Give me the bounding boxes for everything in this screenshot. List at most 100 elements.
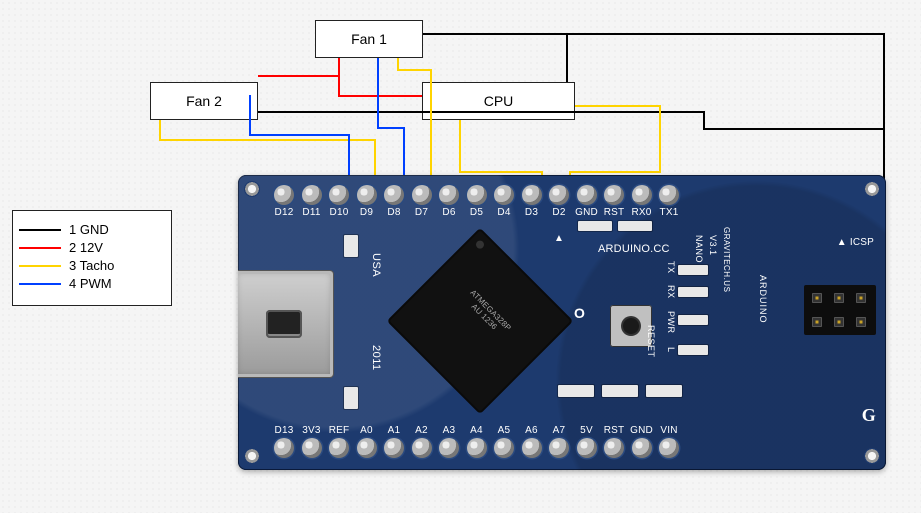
chip-marking: ATMEGA328PAU 1236: [461, 288, 513, 340]
silk-gravitech: GRAVITECH.US: [722, 227, 731, 292]
smd: [602, 385, 638, 397]
pin-label: D13: [275, 425, 294, 436]
pin-label: VIN: [660, 425, 677, 436]
pin-3v3: 3V3: [302, 438, 322, 458]
pin-d12: D12: [274, 185, 294, 205]
mcu-chip: ATMEGA328PAU 1236: [389, 230, 570, 411]
smd: [344, 387, 358, 409]
pin-label: GND: [575, 207, 598, 218]
silk-usa: USA: [370, 253, 382, 277]
silk-pwr: PWR: [666, 311, 676, 334]
pin-label: D8: [387, 207, 400, 218]
pin-d9: D9: [357, 185, 377, 205]
pin-label: GND: [630, 425, 653, 436]
pin-gnd: GND: [577, 185, 597, 205]
pin-label: RST: [604, 425, 625, 436]
pin-rst: RST: [604, 185, 624, 205]
legend-swatch: [19, 229, 61, 231]
silk-o-mark: O: [574, 305, 585, 321]
header-pin: [856, 293, 866, 303]
legend: 1 GND 2 12V 3 Tacho 4 PWM: [12, 210, 172, 306]
smd: [678, 265, 708, 275]
pin-a5: A5: [494, 438, 514, 458]
usb-mini-port: [238, 270, 334, 378]
pin-d5: D5: [467, 185, 487, 205]
legend-row: 2 12V: [19, 240, 159, 255]
smd: [646, 385, 682, 397]
smd: [578, 221, 612, 231]
pin-label: D10: [330, 207, 349, 218]
silk-arduino-v: ARDUINO: [758, 275, 768, 324]
mounting-hole: [244, 448, 260, 464]
pin-label: TX1: [660, 207, 679, 218]
wire-v12-fan1b: [339, 58, 422, 96]
header-pin: [834, 293, 844, 303]
smd: [678, 315, 708, 325]
pin-label: A6: [525, 425, 538, 436]
node-fan2: Fan 2: [150, 82, 258, 120]
silk-reset: RESET: [646, 325, 656, 358]
pin-5v: 5V: [577, 438, 597, 458]
pin-a4: A4: [467, 438, 487, 458]
pin-label: D4: [497, 207, 510, 218]
pin-d3: D3: [522, 185, 542, 205]
pin-d4: D4: [494, 185, 514, 205]
header-pin: [812, 317, 822, 327]
pin-rx0: RX0: [632, 185, 652, 205]
pin-a0: A0: [357, 438, 377, 458]
silk-icsp: ▲ ICSP: [837, 237, 874, 248]
pin-a7: A7: [549, 438, 569, 458]
pin-vin: VIN: [659, 438, 679, 458]
legend-row: 4 PWM: [19, 276, 159, 291]
pin-row-bottom: D133V3REFA0A1A2A3A4A5A6A75VRSTGNDVIN: [274, 438, 679, 458]
smd: [344, 235, 358, 257]
legend-label: 1 GND: [69, 222, 109, 237]
pin-label: D2: [552, 207, 565, 218]
pin-rst: RST: [604, 438, 624, 458]
legend-label: 3 Tacho: [69, 258, 114, 273]
pin-label: D7: [415, 207, 428, 218]
chip-pin1-dot: [474, 239, 485, 250]
mounting-hole: [864, 448, 880, 464]
pin-label: D6: [442, 207, 455, 218]
pin-a6: A6: [522, 438, 542, 458]
pin-label: D3: [525, 207, 538, 218]
smd: [558, 385, 594, 397]
legend-swatch: [19, 265, 61, 267]
pin-d2: D2: [549, 185, 569, 205]
pin-a2: A2: [412, 438, 432, 458]
chip-pins: [389, 315, 485, 411]
pin-label: RX0: [631, 207, 651, 218]
legend-row: 3 Tacho: [19, 258, 159, 273]
legend-swatch: [19, 247, 61, 249]
icsp-header: [804, 285, 876, 335]
silk-triangle: ▲: [554, 233, 564, 244]
pin-a3: A3: [439, 438, 459, 458]
legend-label: 4 PWM: [69, 276, 112, 291]
pin-label: D5: [470, 207, 483, 218]
node-cpu-label: CPU: [484, 93, 514, 109]
pin-label: A4: [470, 425, 483, 436]
pin-label: A2: [415, 425, 428, 436]
silk-nano: NANO: [694, 235, 704, 263]
silk-tx: TX: [666, 261, 676, 274]
pin-label: 3V3: [302, 425, 320, 436]
silk-year: 2011: [370, 345, 382, 371]
pin-label: A3: [443, 425, 456, 436]
pin-label: D12: [275, 207, 294, 218]
pin-label: RST: [604, 207, 625, 218]
pin-d8: D8: [384, 185, 404, 205]
pin-tx1: TX1: [659, 185, 679, 205]
pin-a1: A1: [384, 438, 404, 458]
pin-label: REF: [329, 425, 350, 436]
pin-label: 5V: [580, 425, 593, 436]
wire-v12-fan1: [258, 58, 339, 76]
node-fan2-label: Fan 2: [186, 93, 222, 109]
mounting-hole: [244, 181, 260, 197]
legend-swatch: [19, 283, 61, 285]
pin-d11: D11: [302, 185, 322, 205]
legend-row: 1 GND: [19, 222, 159, 237]
header-pin: [856, 317, 866, 327]
node-cpu: CPU: [422, 82, 575, 120]
node-fan1: Fan 1: [315, 20, 423, 58]
